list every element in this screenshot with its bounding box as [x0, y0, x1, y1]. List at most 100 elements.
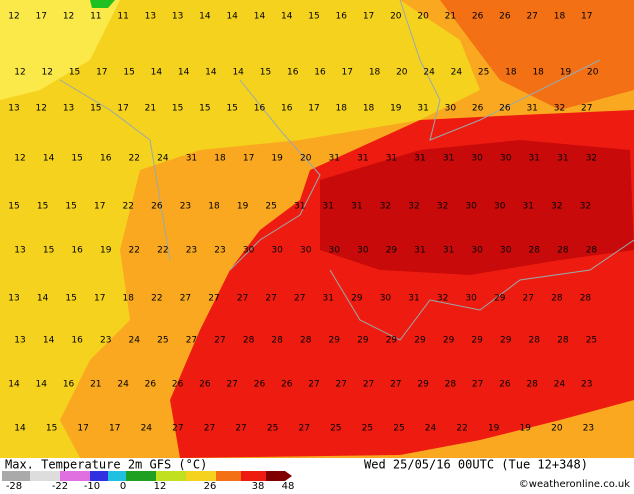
temperature-label: 13 [8, 104, 19, 114]
temperature-label: 31 [417, 104, 428, 114]
scale-swatch [156, 471, 186, 481]
temperature-label: 24 [425, 424, 437, 434]
temperature-label: 21 [445, 12, 456, 22]
temperature-label: 18 [123, 294, 135, 304]
temperature-label: 28 [557, 336, 569, 346]
temperature-label: 32 [437, 294, 448, 304]
temperature-label: 20 [390, 12, 402, 22]
temperature-label: 16 [336, 12, 348, 22]
scale-tick-label: -28 [6, 481, 22, 490]
temperature-label: 28 [300, 336, 312, 346]
temperature-label: 16 [314, 68, 326, 78]
temperature-label: 30 [329, 246, 341, 256]
temperature-label: 19 [520, 424, 532, 434]
temperature-label: 27 [186, 336, 197, 346]
temperature-label: 17 [94, 202, 105, 212]
scale-swatch [186, 471, 216, 481]
temperature-label: 21 [90, 380, 101, 390]
temperature-label: 31 [526, 104, 537, 114]
temperature-label: 13 [63, 104, 74, 114]
temperature-label: 30 [380, 294, 392, 304]
temperature-label: 32 [551, 202, 562, 212]
temperature-label: 30 [500, 154, 512, 164]
temperature-label: 18 [554, 12, 566, 22]
temperature-label: 22 [456, 424, 467, 434]
temperature-label: 20 [587, 68, 599, 78]
temperature-label: 31 [408, 294, 419, 304]
temperature-label: 28 [586, 246, 598, 256]
temperature-label: 28 [271, 336, 283, 346]
temperature-label: 14 [43, 154, 55, 164]
temperature-label: 27 [581, 104, 592, 114]
temperature-label: 31 [323, 294, 334, 304]
temperature-label: 18 [363, 104, 375, 114]
temperature-label: 20 [551, 424, 563, 434]
temperature-label: 28 [243, 336, 255, 346]
temperature-label: 11 [90, 12, 101, 22]
temperature-label: 29 [500, 336, 512, 346]
temperature-label: 30 [357, 246, 369, 256]
temperature-label: 17 [308, 104, 319, 114]
temperature-label: 27 [523, 294, 534, 304]
temperature-label: 31 [294, 202, 305, 212]
temperature-label: 12 [36, 104, 47, 114]
temperature-label: 32 [380, 202, 391, 212]
coastline [59, 0, 634, 341]
temperature-label: 11 [117, 12, 128, 22]
temperature-label: 15 [65, 294, 76, 304]
temperature-label: 27 [214, 336, 225, 346]
temperature-label: 17 [581, 12, 592, 22]
temperature-label: 14 [254, 12, 266, 22]
temperature-label: 13 [8, 294, 19, 304]
temperature-label: 15 [43, 246, 54, 256]
scale-swatch [241, 471, 266, 481]
temperature-label: 16 [71, 246, 83, 256]
temperature-label: 17 [77, 424, 88, 434]
temperature-label: 25 [330, 424, 341, 434]
temperature-label: 15 [69, 68, 80, 78]
temperature-label: 31 [443, 154, 454, 164]
temperature-label: 28 [551, 294, 563, 304]
credit: ©weatheronline.co.uk [519, 479, 630, 490]
temperature-label: 31 [414, 154, 425, 164]
temperature-label: 17 [96, 68, 107, 78]
temperature-label: 14 [226, 12, 238, 22]
scale-tick-label: -10 [84, 481, 100, 490]
temperature-label: 26 [145, 380, 157, 390]
temperature-label: 22 [129, 154, 140, 164]
temperature-label: 20 [417, 12, 429, 22]
temperature-label: 27 [172, 424, 183, 434]
temperature-label: 30 [471, 154, 483, 164]
temperature-label: 23 [214, 246, 225, 256]
temperature-label: 17 [36, 12, 47, 22]
temperature-label: 22 [151, 294, 162, 304]
temperature-label: 31 [351, 202, 362, 212]
temperature-label: 13 [14, 246, 25, 256]
temperature-label: 25 [157, 336, 168, 346]
temperature-label: 13 [172, 12, 183, 22]
temperature-label: 29 [414, 336, 426, 346]
temperature-label: 15 [308, 12, 319, 22]
temperature-label: 15 [46, 424, 57, 434]
temperature-label: 19 [390, 104, 402, 114]
temperature-label: 29 [351, 294, 363, 304]
temperature-label: 27 [294, 294, 305, 304]
cool-field [0, 0, 120, 100]
temperature-label: 22 [123, 202, 134, 212]
very-hot-core [320, 140, 634, 275]
temperature-label: 22 [157, 246, 168, 256]
temperature-label: 30 [271, 246, 283, 256]
temperature-label: 29 [494, 294, 506, 304]
temperature-label: 16 [71, 336, 83, 346]
color-scale [2, 471, 292, 481]
temperature-label: 20 [300, 154, 312, 164]
temperature-label: 23 [583, 424, 594, 434]
temperature-label: 26 [499, 380, 511, 390]
temperature-label: 31 [414, 246, 425, 256]
temperature-label: 18 [532, 68, 544, 78]
temperature-label: 12 [14, 154, 25, 164]
temperature-label: 17 [117, 104, 128, 114]
scale-tick-label: -22 [52, 481, 68, 490]
temperature-label: 16 [281, 104, 293, 114]
